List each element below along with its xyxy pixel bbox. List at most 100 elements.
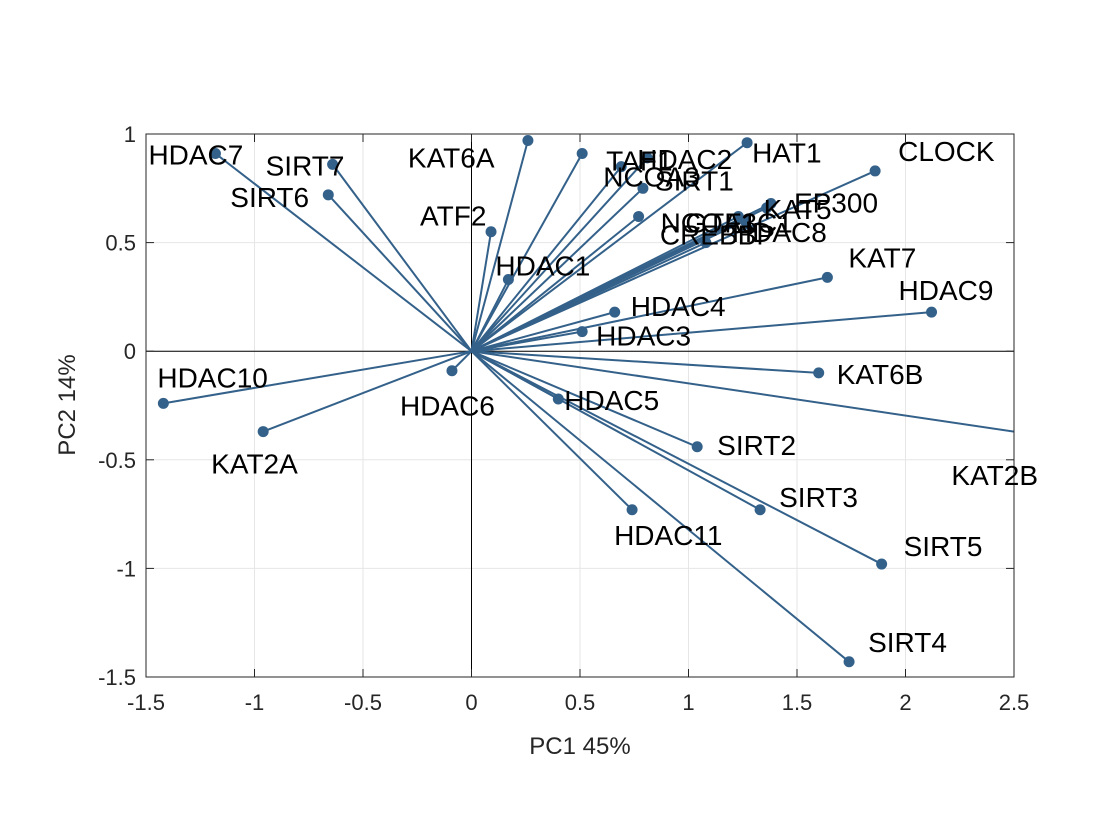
x-tick-label: 2 [899, 690, 911, 715]
point-sirt6 [322, 189, 334, 201]
point-sirt2 [691, 441, 703, 453]
vector-sirt2 [471, 350, 698, 448]
vector-hdac10 [163, 350, 472, 405]
loading-points [157, 135, 1063, 668]
label-clock: CLOCK [898, 136, 995, 167]
point-hdac3 [576, 326, 588, 338]
x-tick-label: 1 [682, 690, 694, 715]
vector-sirt3 [471, 350, 761, 511]
x-tick-label: 0.5 [565, 690, 596, 715]
label-sirt7: SIRT7 [266, 150, 345, 181]
label-hdac1: HDAC1 [495, 251, 590, 282]
label-crebbp: CREBBP [660, 220, 775, 251]
point-sirt5 [876, 558, 888, 570]
vector-clock [471, 170, 876, 353]
point-ncoa3 [615, 161, 627, 173]
label-kat2b: KAT2B [951, 460, 1038, 491]
vector-kat6b [471, 350, 819, 374]
label-kat6a: KAT6A [408, 143, 495, 174]
vector-sirt5 [471, 350, 883, 565]
zero-axes [146, 134, 1014, 677]
vector-sirt6 [327, 194, 473, 352]
vector-sirt1 [470, 187, 644, 352]
label-hdac8: HDAC8 [732, 217, 827, 248]
point-hdac4 [609, 306, 621, 318]
point-sirt7 [327, 158, 339, 170]
label-sirt6: SIRT6 [230, 182, 309, 213]
label-ncoa3: NCOA3 [603, 162, 699, 193]
label-hdac4: HDAC4 [631, 291, 726, 322]
point-kat7 [821, 271, 833, 283]
vector-crebbp [471, 241, 707, 353]
x-tick-label: -1.5 [127, 690, 165, 715]
y-tick-label: 0 [124, 339, 136, 364]
label-kat2a: KAT2A [211, 449, 298, 480]
vector-hdac1 [470, 279, 510, 352]
vector-sirt4 [470, 350, 850, 663]
label-gtf3c1: GTF3C1 [685, 208, 792, 239]
point-kat6a [522, 135, 534, 147]
x-axis-title: PC1 45% [529, 733, 630, 760]
label-ep300: EP300 [794, 188, 878, 219]
label-kat5: KAT5 [764, 194, 832, 225]
label-sirt4: SIRT4 [868, 627, 947, 658]
vector-ncoa3 [470, 165, 623, 352]
point-sirt3 [754, 504, 766, 516]
label-hdac6: HDAC6 [400, 391, 495, 422]
point-hdac8 [739, 215, 751, 227]
label-atf2: ATF2 [420, 201, 486, 232]
vector-kat2b [471, 350, 1014, 433]
vector-gtf3c1 [471, 215, 739, 353]
label-taf1: TAF1 [606, 146, 672, 177]
point-sirt4 [843, 656, 855, 668]
label-hdac3: HDAC3 [596, 321, 691, 352]
point-hdac7 [209, 148, 221, 160]
label-hdac2: HDAC2 [637, 144, 732, 175]
label-hdac5: HDAC5 [564, 385, 659, 416]
point-kat2b [1052, 433, 1063, 444]
y-tick-label: -1.5 [98, 665, 136, 690]
label-kat7: KAT7 [848, 242, 916, 273]
vector-kat7 [471, 276, 828, 353]
vector-ncoa1 [470, 215, 640, 352]
vector-hdac4 [471, 311, 615, 353]
label-hdac11: HDAC11 [614, 520, 722, 551]
vector-hdac2 [470, 157, 649, 352]
point-atf2 [485, 226, 497, 238]
label-hat1: HAT1 [752, 138, 822, 169]
vector-kat6a [470, 140, 529, 352]
label-sirt3: SIRT3 [779, 482, 858, 513]
vector-taf1 [470, 153, 584, 352]
x-tick-label: 0 [465, 690, 477, 715]
axis-ticks: -1.5 -1 -0.5 0 0.5 1 1.5 2 2.5 -1.5 -1 -0.5 0 0.5 1 [98, 122, 1029, 715]
y-tick-label: -0.5 [98, 448, 136, 473]
vector-sirt7 [331, 163, 473, 352]
label-hdac10: HDAC10 [157, 362, 267, 393]
point-hdac6 [446, 365, 458, 377]
point-hdac10 [157, 397, 169, 409]
y-axis-title: PC2 14% [54, 354, 81, 455]
point-hdac9 [926, 306, 938, 318]
label-sirt1: SIRT1 [655, 165, 734, 196]
vector-hdac11 [470, 350, 633, 511]
label-sirt5: SIRT5 [904, 531, 983, 562]
point-kat6b [813, 367, 825, 379]
point-hdac11 [626, 504, 638, 516]
point-sirt1 [637, 182, 649, 194]
point-clock [869, 165, 881, 177]
x-tick-label: 2.5 [999, 690, 1030, 715]
y-tick-label: 0.5 [105, 231, 136, 256]
vector-atf2 [470, 231, 493, 352]
vector-hdac7 [214, 152, 473, 352]
y-tick-label: -1 [116, 556, 136, 581]
point-hdac5 [552, 393, 564, 405]
point-ncoa1 [633, 211, 645, 223]
x-tick-label: -1 [245, 690, 265, 715]
y-tick-label: 1 [124, 122, 136, 147]
point-crebbp [700, 237, 712, 249]
label-hdac9: HDAC9 [899, 275, 994, 306]
loading-vectors [163, 140, 1014, 663]
point-taf1 [576, 148, 588, 160]
